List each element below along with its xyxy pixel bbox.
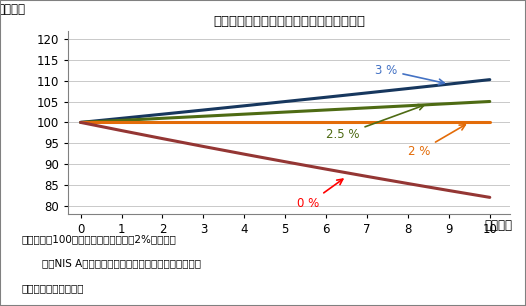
Text: 2.5 %: 2.5 % (326, 105, 424, 141)
Text: 3 %: 3 % (375, 64, 444, 85)
Text: （注）当初100万円、物価上昇率：年2%とした。: （注）当初100万円、物価上昇率：年2%とした。 (21, 234, 176, 244)
Text: 0 %: 0 % (298, 179, 343, 210)
Text: （年後）: （年後） (485, 219, 513, 232)
Text: 2 %: 2 % (408, 125, 466, 158)
Text: （万円）: （万円） (0, 3, 25, 16)
Text: NIS Aの非課税投資期間はここでは考慮しない。: NIS Aの非課税投資期間はここでは考慮しない。 (42, 259, 201, 269)
Text: （出所）大和総研作成: （出所）大和総研作成 (21, 283, 84, 293)
Title: 実質的な資産残高の推移（非課税で運用）: 実質的な資産残高の推移（非課税で運用） (214, 15, 365, 28)
